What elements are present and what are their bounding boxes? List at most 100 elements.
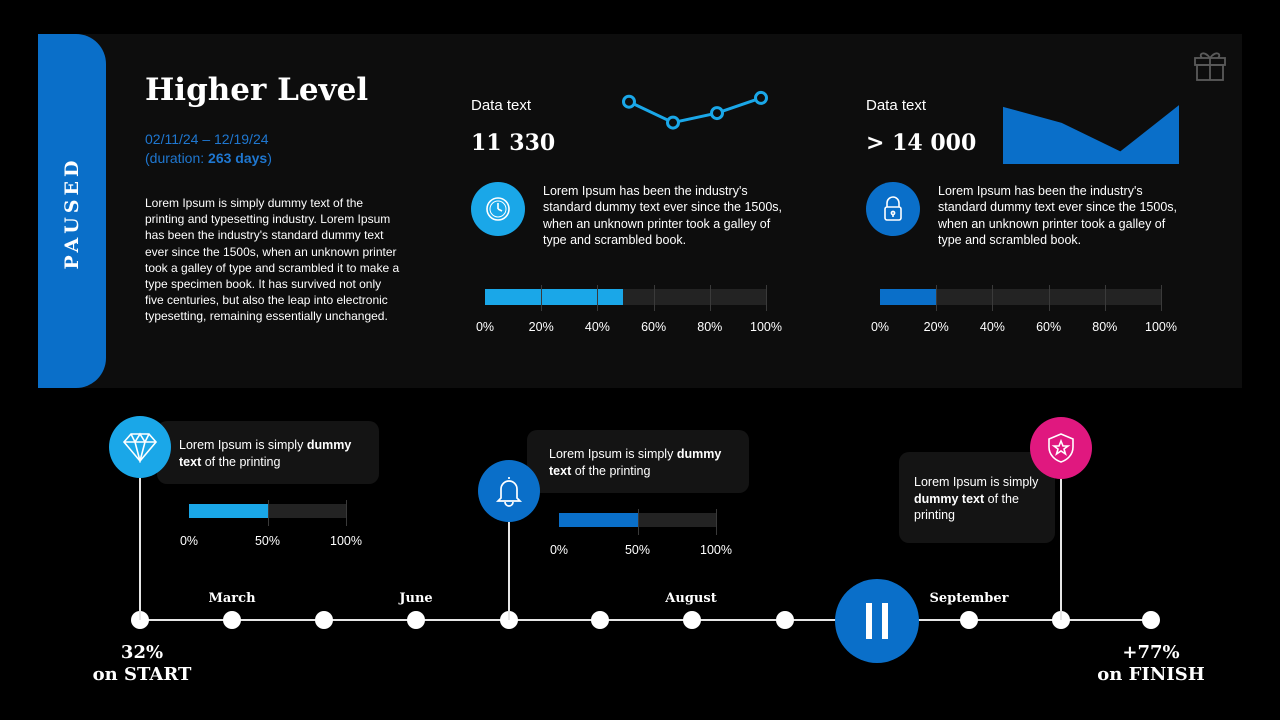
metric2-tick-label: 60% (1036, 320, 1062, 334)
date-info: 02/11/24 – 12/19/24 (duration: 263 days) (145, 130, 272, 168)
metric1-value: 11 330 (471, 130, 556, 156)
timeline-dot (1142, 611, 1160, 629)
timeline-dot (223, 611, 241, 629)
metric2-tick-label: 20% (923, 320, 949, 334)
status-label: PAUSED (61, 156, 83, 270)
shield-star-icon (1030, 417, 1092, 479)
diamond-icon (109, 416, 171, 478)
axis-tick (1161, 285, 1162, 311)
timeline-dot (500, 611, 518, 629)
metric2-label: Data text (866, 97, 927, 114)
axis-tick (597, 285, 599, 311)
start-value: 32% (120, 642, 164, 663)
timeline-dot (315, 611, 333, 629)
sparkline-path (628, 96, 762, 125)
page-title: Higher Level (145, 72, 369, 108)
milestone2-tick-label: 0% (549, 543, 569, 557)
lock-icon (866, 182, 920, 236)
pause-button[interactable] (835, 579, 919, 663)
metric1-tick-label: 60% (641, 320, 667, 334)
metric1-label: Data text (471, 97, 532, 114)
duration-value: 263 days (208, 150, 268, 166)
metric2-progress-bar (880, 289, 1161, 305)
milestone3-text-pre: Lorem Ipsum is simply (914, 475, 1039, 489)
timeline-dot (1052, 611, 1070, 629)
duration-suffix: ) (267, 150, 272, 166)
axis-tick (541, 285, 543, 311)
metric2-tick-label: 40% (979, 320, 1005, 334)
metric2-tick-label: 0% (870, 320, 890, 334)
milestone3-text-post: of the printing (914, 491, 1019, 523)
area-shape (1003, 105, 1179, 164)
metric2-tick-label: 100% (1145, 320, 1177, 334)
milestone1-text-post: of the printing (201, 454, 281, 469)
sparkline-point (666, 115, 680, 130)
axis-tick (1104, 285, 1106, 311)
milestone1-callout: Lorem Ipsum is simply dummy text of the … (157, 421, 379, 484)
milestone-connector (139, 446, 141, 620)
milestone2-text-bold: dummy text (549, 447, 722, 478)
metric2-tick-label: 80% (1092, 320, 1118, 334)
milestone1-tick-label: 0% (179, 534, 199, 548)
milestone-connector (1060, 448, 1062, 620)
milestone1-progress-fill (189, 504, 268, 518)
sparkline-point (754, 90, 768, 105)
metric1-axis: 0% 20% 40% 60% 80% 100% (476, 285, 782, 334)
milestone3-callout: Lorem Ipsum is simply dummy text of the … (899, 452, 1055, 543)
metric2-description: Lorem Ipsum has been the industry's stan… (938, 184, 1178, 247)
sparkline-point (710, 106, 724, 121)
duration: (duration: 263 days) (145, 149, 272, 168)
axis-tick (653, 285, 655, 311)
month-label: March (208, 591, 256, 606)
milestone2-text: Lorem Ipsum is simply dummy text of the … (527, 430, 749, 495)
milestone2-progress-fill (559, 513, 638, 527)
metric2-area-chart (1003, 105, 1179, 164)
metric2-progress-fill (880, 289, 937, 305)
metric1-tick-label: 0% (475, 320, 495, 334)
timeline-dot (960, 611, 978, 629)
axis-tick (267, 500, 269, 526)
month-label: June (399, 591, 433, 606)
date-range: 02/11/24 – 12/19/24 (145, 131, 269, 147)
axis-tick (709, 285, 711, 311)
month-label: September (929, 591, 1009, 606)
timeline-dot (591, 611, 609, 629)
axis-tick (936, 285, 938, 311)
timeline-dot (131, 611, 149, 629)
milestone3-text: Lorem Ipsum is simply dummy text of the … (899, 452, 1055, 546)
metric1-progress-fill (485, 289, 623, 305)
gift-icon (1192, 48, 1228, 87)
metric1-sparkline (622, 90, 768, 130)
axis-tick (346, 500, 347, 526)
month-label: August (665, 591, 717, 606)
finish-label: on FINISH (1097, 664, 1205, 685)
metric1-tick-label: 20% (528, 320, 554, 334)
milestone1-tick-label: 100% (330, 534, 362, 548)
milestone2-text-pre: Lorem Ipsum is simply (549, 447, 677, 461)
milestone1-tick-label: 50% (254, 534, 281, 548)
metric2-value: > 14 000 (866, 130, 977, 156)
axis-tick (716, 509, 717, 535)
metric1-progress-bar (485, 289, 766, 305)
axis-tick (1048, 285, 1050, 311)
pause-icon (866, 603, 888, 639)
timeline-dot (776, 611, 794, 629)
milestone1-text-bold: dummy text (179, 438, 352, 469)
milestone2-axis: 0% 50% 100% (550, 509, 732, 557)
axis-tick (766, 285, 767, 311)
milestone2-tick-label: 100% (700, 543, 732, 557)
metric1-tick-label: 100% (750, 320, 782, 334)
duration-prefix: (duration: (145, 150, 209, 166)
timeline-line (140, 619, 1151, 621)
milestone3-text-bold: dummy text (914, 491, 985, 506)
milestone2-callout: Lorem Ipsum is simply dummy text of the … (527, 430, 749, 493)
milestone1-text: Lorem Ipsum is simply dummy text of the … (157, 421, 379, 486)
milestone2-text-post: of the printing (571, 463, 651, 478)
sparkline-point (622, 94, 636, 109)
timeline-dot (407, 611, 425, 629)
milestone1-axis: 0% 50% 100% (180, 500, 362, 548)
metric2-axis: 0% 20% 40% 60% 80% 100% (871, 285, 1177, 334)
axis-tick (637, 509, 639, 535)
status-tab (38, 34, 106, 388)
start-label: on START (92, 664, 192, 685)
